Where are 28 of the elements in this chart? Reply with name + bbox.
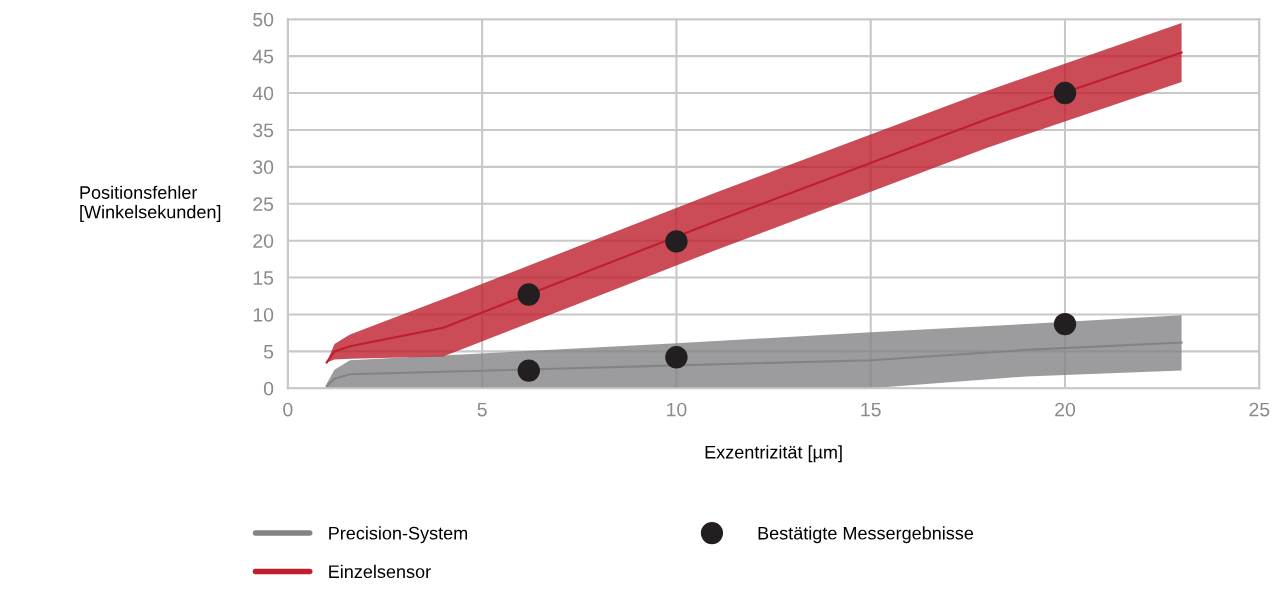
x-tick-label: 15 [861,402,881,417]
legend-label: Precision-System [329,526,468,544]
y-tick-label: 35 [253,123,274,138]
y-tick-label: 30 [253,160,274,175]
y-tick-label: 5 [263,345,274,359]
point [1053,81,1077,105]
x-axis-title: Exzentrizität [µm] [705,445,842,463]
point [517,283,540,306]
point [665,230,688,253]
x-tick-label: 25 [1249,402,1270,417]
y-tick-label: 45 [252,49,274,64]
y-tick-label: 10 [253,307,274,322]
y-tick-label: 0 [263,381,274,396]
legend-label: Einzelsensor [329,564,431,579]
point [665,346,688,369]
y-tick-label: 50 [253,12,274,27]
point [517,359,540,382]
point [1053,312,1077,336]
y-tick-label: 20 [253,234,274,248]
legend-label: Bestätigte Messergebnisse [758,526,974,544]
x-tick-label: 10 [667,402,687,417]
y-tick-label: 15 [253,271,274,285]
y-tick-label: 40 [252,86,274,101]
x-tick-label: 20 [1055,402,1076,417]
x-tick-label: 5 [477,402,487,417]
y-axis-title: Positionsfehler [Winkelsekunden] [80,185,221,222]
y-tick-label: 25 [253,197,274,212]
x-tick-label: 0 [283,402,293,417]
